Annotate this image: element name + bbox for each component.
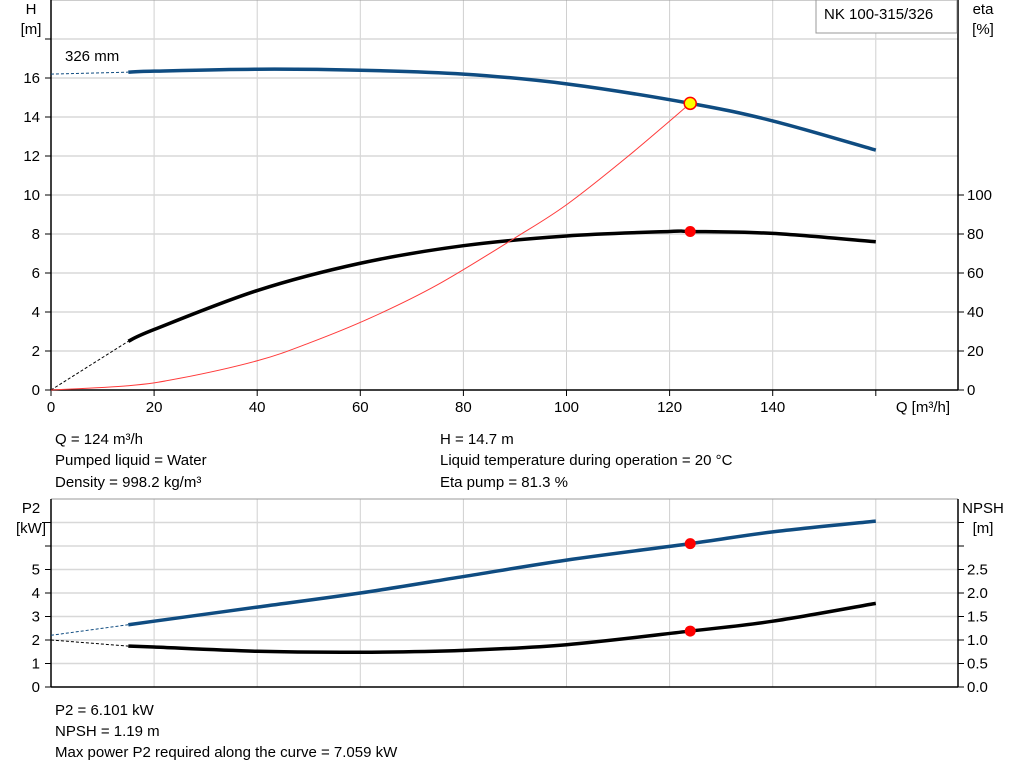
q-tick-label: 20	[146, 399, 163, 416]
eta-tick-label: 20	[967, 343, 984, 360]
h-tick-label: 8	[32, 226, 40, 243]
model-label: NK 100-315/326	[824, 6, 933, 23]
eta-tick-label: 60	[967, 265, 984, 282]
h-tick-label: 4	[32, 304, 40, 321]
npsh-tick-label: 2.0	[967, 585, 988, 602]
top-chart-ylabel-left: H	[26, 1, 37, 18]
npsh-tick-label: 2.5	[967, 562, 988, 579]
bottom-chart-ylabel-left: P2	[22, 500, 40, 517]
info-liquid: Pumped liquid = Water	[55, 452, 207, 469]
info-eta: Eta pump = 81.3 %	[440, 474, 568, 491]
eta-operating-point	[684, 225, 696, 237]
q-tick-label: 80	[455, 399, 472, 416]
npsh-tick-label: 1.0	[967, 632, 988, 649]
q-tick-label: 60	[352, 399, 369, 416]
p2-tick-label: 0	[32, 679, 40, 696]
h-tick-label: 2	[32, 343, 40, 360]
eta-tick-label: 80	[967, 226, 984, 243]
top-chart-ylabel-right: eta	[973, 1, 995, 18]
top-system-line	[50, 102, 691, 391]
top-eta-dashed	[50, 340, 129, 391]
p2-tick-label: 3	[32, 609, 40, 626]
eta-tick-label: 0	[967, 382, 975, 399]
eta-tick-label: 40	[967, 304, 984, 321]
bottom-chart-ylabel-right: NPSH	[962, 500, 1004, 517]
npsh-tick-label: 0.0	[967, 679, 988, 696]
p2-tick-label: 4	[32, 585, 40, 602]
impeller-label: 326 mm	[65, 48, 119, 65]
h-tick-label: 6	[32, 265, 40, 282]
h-tick-label: 0	[32, 382, 40, 399]
bottom-chart-ylabel-left-unit: [kW]	[16, 520, 46, 537]
eta-tick-label: 100	[967, 187, 992, 204]
info-q: Q = 124 m³/h	[55, 431, 143, 448]
info-p2: P2 = 6.101 kW	[55, 702, 154, 719]
q-tick-label: 40	[249, 399, 266, 416]
q-tick-label: 0	[47, 399, 55, 416]
top-eta-line	[127, 229, 876, 343]
top-head-line	[128, 67, 877, 152]
bottom-npsh-line	[128, 601, 877, 655]
bottom-npsh-dashed	[50, 639, 129, 647]
h-tick-label: 14	[23, 109, 40, 126]
h-tick-label: 10	[23, 187, 40, 204]
info-density: Density = 998.2 kg/m³	[55, 474, 202, 491]
p2-tick-label: 1	[32, 656, 40, 673]
h-tick-label: 12	[23, 148, 40, 165]
q-tick-label: 140	[760, 399, 785, 416]
x-axis-label: Q [m³/h]	[896, 399, 950, 416]
npsh-tick-label: 0.5	[967, 656, 988, 673]
h-tick-label: 16	[23, 70, 40, 87]
q-tick-label: 100	[554, 399, 579, 416]
top-head-dashed	[50, 71, 129, 75]
bottom-p2-dashed	[50, 624, 129, 636]
duty-point	[683, 96, 697, 111]
info-h: H = 14.7 m	[440, 431, 514, 448]
bottom-p2-line	[128, 519, 876, 627]
npsh-tick-label: 1.5	[967, 609, 988, 626]
npsh-operating-point	[684, 625, 696, 637]
top-chart-ylabel-right-unit: [%]	[972, 21, 994, 38]
info-max-power: Max power P2 required along the curve = …	[55, 744, 398, 761]
bottom-chart-ylabel-right-unit: [m]	[973, 520, 994, 537]
p2-operating-point	[684, 538, 696, 550]
p2-tick-label: 2	[32, 632, 40, 649]
q-tick-label: 120	[657, 399, 682, 416]
top-chart-ylabel-left-unit: [m]	[21, 21, 42, 38]
info-temp: Liquid temperature during operation = 20…	[440, 452, 733, 469]
p2-tick-label: 5	[32, 562, 40, 579]
model-label-box	[815, 0, 958, 34]
info-npsh: NPSH = 1.19 m	[55, 723, 160, 740]
